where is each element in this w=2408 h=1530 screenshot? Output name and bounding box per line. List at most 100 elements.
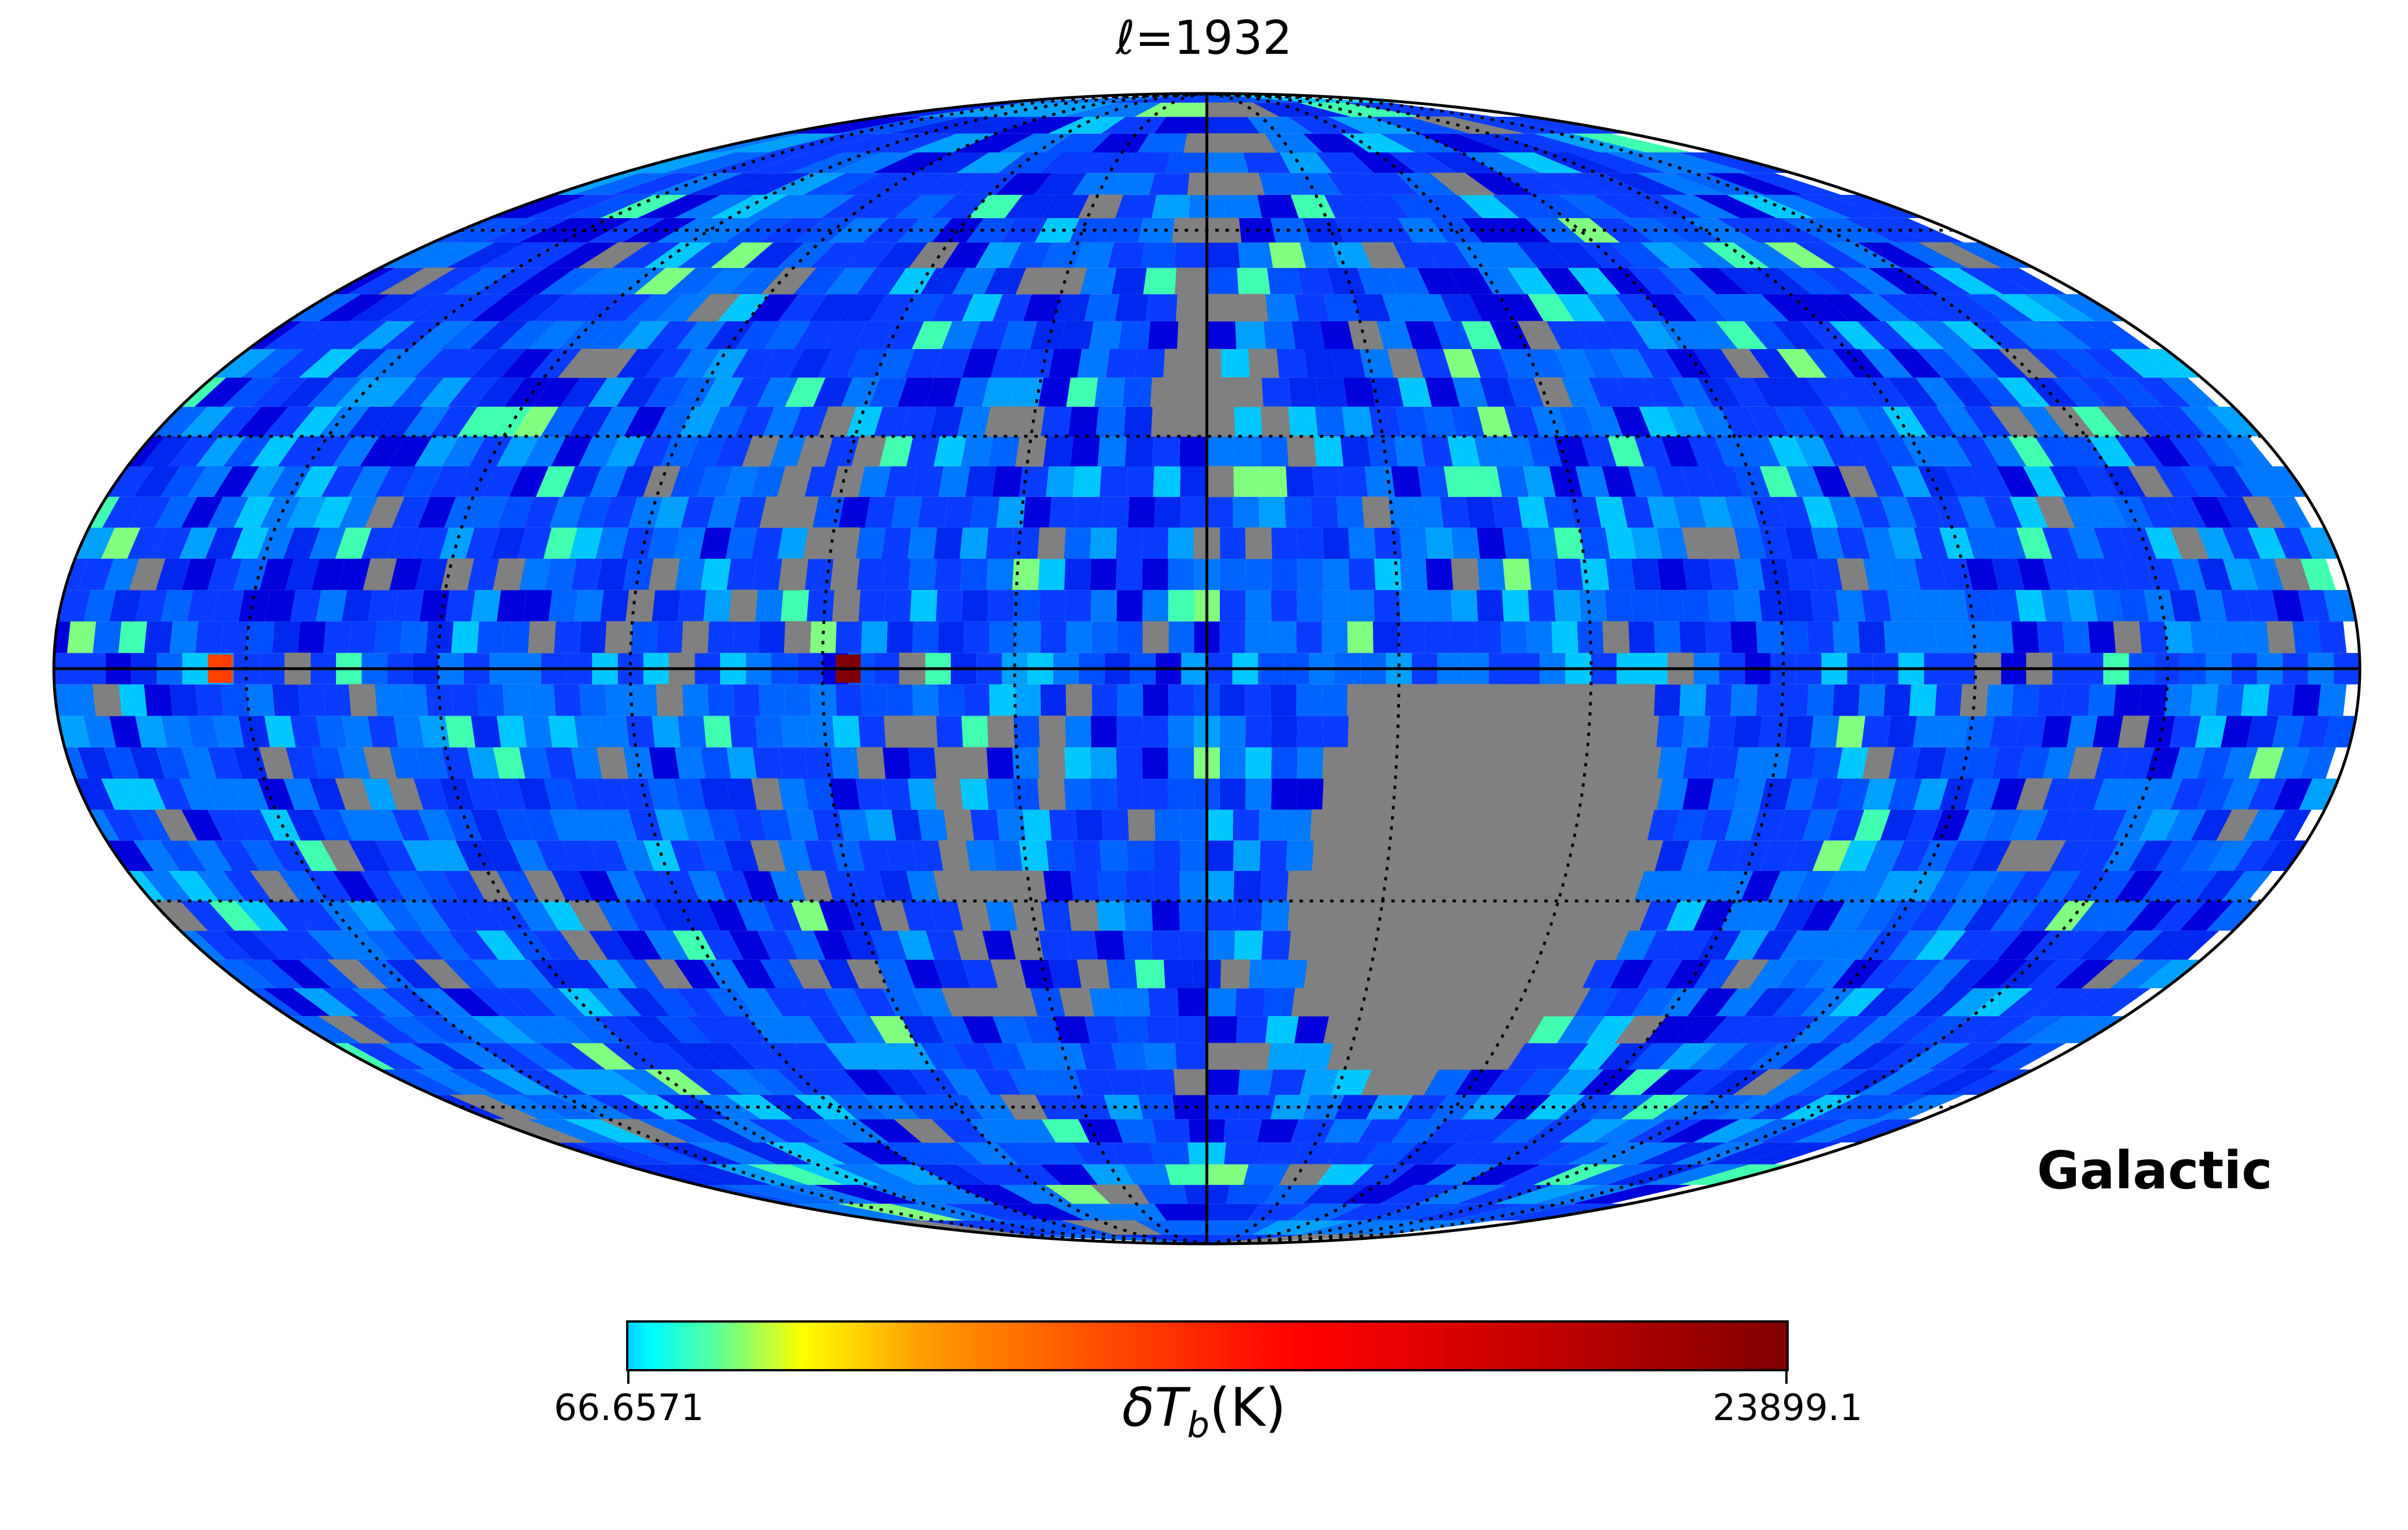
sky-pixel	[1099, 840, 1128, 871]
sky-pixel	[1707, 466, 1744, 497]
sky-pixel	[1137, 133, 1188, 152]
sky-pixel	[1425, 559, 1454, 590]
sky-pixel	[587, 988, 641, 1017]
sky-pixel	[1168, 747, 1194, 779]
sky-pixel	[1300, 1069, 1339, 1095]
masked-pixel	[1039, 715, 1066, 748]
sky-pixel	[1858, 621, 1886, 653]
sky-pixel	[2181, 840, 2227, 871]
sky-pixel	[485, 901, 532, 931]
sky-pixel	[2023, 466, 2066, 497]
sky-pixel	[1819, 294, 1881, 321]
sky-pixel	[575, 496, 611, 528]
sky-pixel	[1399, 559, 1428, 590]
sky-pixel	[1207, 809, 1233, 841]
sky-pixel	[1233, 840, 1261, 871]
colorbar-label: δTb(K)	[1122, 1377, 1286, 1446]
sky-pixel	[1628, 267, 1684, 295]
sky-pixel	[810, 1069, 866, 1095]
sky-pixel	[67, 621, 96, 653]
sky-pixel	[1989, 590, 2020, 622]
sky-pixel	[611, 173, 708, 195]
masked-pixel	[894, 1119, 956, 1143]
sky-pixel	[351, 988, 415, 1017]
masked-pixel	[750, 840, 786, 872]
sky-pixel	[750, 466, 786, 497]
sky-pixel	[1637, 959, 1683, 988]
sky-pixel	[1094, 930, 1125, 960]
sky-pixel	[1043, 871, 1074, 901]
sky-pixel	[1207, 267, 1239, 295]
sky-pixel	[747, 194, 822, 218]
sky-pixel	[323, 621, 352, 653]
sky-pixel	[1811, 559, 1843, 590]
sky-pixel	[153, 528, 192, 559]
sky-pixel	[1883, 684, 1912, 716]
sky-pixel	[563, 1119, 654, 1143]
sky-pixel	[374, 684, 403, 716]
sky-pixel	[1059, 321, 1094, 349]
masked-pixel	[1474, 684, 1502, 716]
sky-pixel	[1180, 809, 1207, 841]
sky-pixel	[596, 406, 640, 436]
sky-pixel	[1207, 436, 1235, 466]
sky-pixel	[1223, 1119, 1262, 1143]
masked-pixel	[796, 436, 833, 467]
sky-pixel	[1362, 1142, 1419, 1164]
sky-pixel	[1785, 559, 1817, 590]
sky-pixel	[441, 1016, 507, 1043]
sky-pixel	[1111, 1142, 1155, 1164]
sky-pixel	[2035, 809, 2075, 841]
sky-pixel	[238, 590, 270, 622]
sky-pixel	[1554, 349, 1596, 378]
sky-pixel	[1844, 1095, 1930, 1120]
sky-pixel	[1391, 466, 1422, 497]
sky-pixel	[882, 321, 924, 349]
sky-pixel	[1344, 1220, 1496, 1235]
sky-pixel	[465, 779, 500, 810]
sky-pixel	[597, 559, 628, 590]
sky-pixel	[1558, 406, 1596, 436]
sky-pixel	[1776, 959, 1827, 988]
sky-pixel	[956, 1164, 1026, 1185]
sky-pixel	[1316, 377, 1348, 407]
sky-pixel	[2195, 590, 2227, 622]
sky-pixel	[381, 321, 444, 349]
sky-pixel	[195, 436, 246, 466]
sky-pixel	[152, 406, 207, 436]
sky-pixel	[621, 528, 654, 559]
sky-pixel	[832, 716, 861, 747]
sky-pixel	[558, 959, 610, 988]
sky-pixel	[496, 871, 539, 901]
sky-pixel	[1341, 1185, 1415, 1204]
sky-pixel	[758, 684, 786, 716]
sky-pixel	[858, 716, 886, 747]
sky-pixel	[1820, 871, 1863, 901]
sky-pixel	[1739, 173, 1841, 195]
sky-pixel	[2094, 559, 2129, 590]
sky-pixel	[628, 496, 663, 528]
sky-pixel	[1654, 466, 1690, 497]
masked-pixel	[1414, 809, 1444, 841]
sky-pixel	[554, 621, 581, 653]
masked-pixel	[1528, 747, 1558, 779]
sky-pixel	[2268, 809, 2312, 841]
graticule-meridian	[1206, 94, 1401, 1244]
sky-pixel	[1812, 218, 1895, 243]
sky-pixel	[1094, 377, 1125, 407]
sky-pixel	[644, 242, 712, 268]
sky-pixel	[2137, 959, 2202, 988]
sky-pixel	[1040, 684, 1067, 716]
sky-pixel	[331, 267, 395, 295]
sky-pixel	[1938, 716, 1969, 747]
masked-pixel	[378, 267, 457, 295]
sky-pixel	[1919, 1069, 2001, 1095]
sky-pixel	[288, 1016, 361, 1043]
sky-pixel	[1653, 218, 1723, 243]
sky-pixel	[587, 321, 641, 349]
sky-pixel	[1582, 349, 1625, 378]
sky-pixel	[1639, 406, 1679, 436]
sky-pixel	[141, 871, 193, 901]
sky-pixel	[1220, 349, 1250, 378]
sky-pixel	[316, 716, 347, 747]
